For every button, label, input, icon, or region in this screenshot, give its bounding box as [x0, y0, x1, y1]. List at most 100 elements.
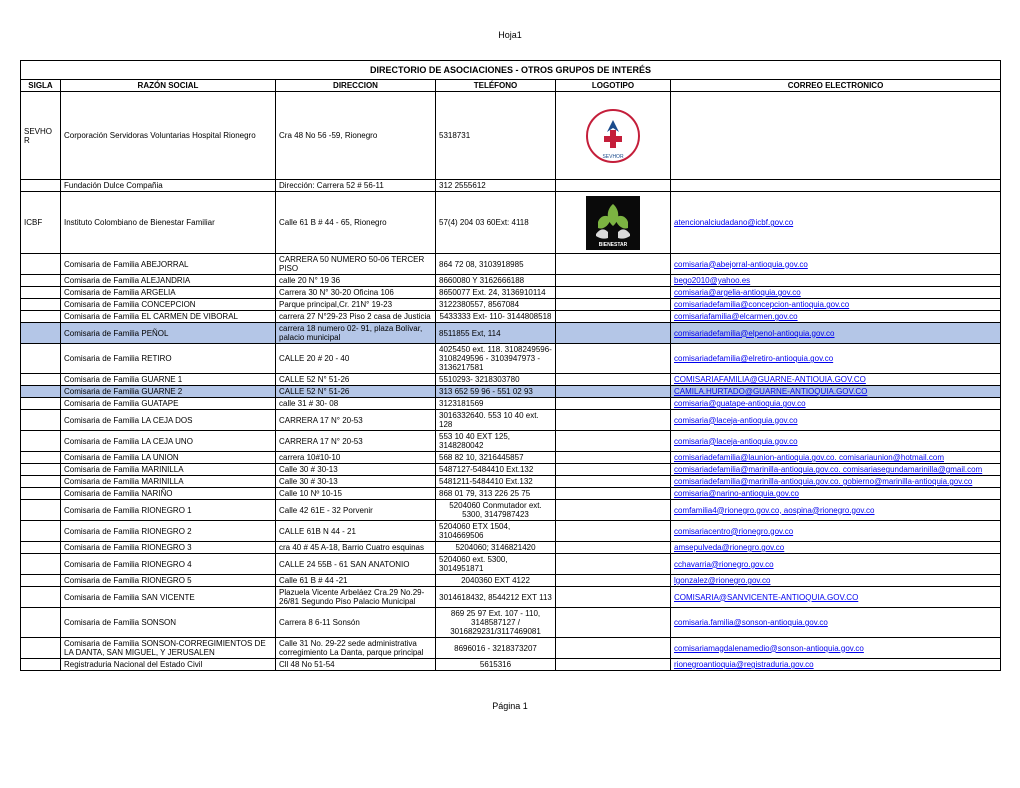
table-title-row: DIRECTORIO DE ASOCIACIONES - OTROS GRUPO…: [21, 61, 1001, 80]
col-logotipo: LOGOTIPO: [556, 80, 671, 92]
cell-logotipo: [556, 344, 671, 374]
cell-logotipo: [556, 488, 671, 500]
cell-email: comisariacentro@rionegro.gov.co: [671, 521, 1001, 542]
cell-email: comfamilia4@rionegro.gov.co, aospina@rio…: [671, 500, 1001, 521]
cell-email: [671, 180, 1001, 192]
email-link[interactable]: comisariacentro@rionegro.gov.co: [674, 527, 793, 536]
table-row: Comisaria de Familia CONCEPCIONParque pr…: [21, 299, 1001, 311]
cell-logotipo: [556, 180, 671, 192]
email-link[interactable]: cchavarria@rionegro.gov.co: [674, 560, 774, 569]
email-link[interactable]: comisariadefamilia@elpenol-antioquia.gov…: [674, 329, 835, 338]
cell-razon: Comisaria de Familia RIONEGRO 1: [61, 500, 276, 521]
cell-razon: Comisaria de Familia PEÑOL: [61, 323, 276, 344]
cell-telefono: 5487127-5484410 Ext.132: [436, 464, 556, 476]
page-header: Hoja1: [20, 30, 1000, 40]
table-row: Comisaria de Familia GUARNE 1CALLE 52 N°…: [21, 374, 1001, 386]
cell-telefono: 5204060 ext. 5300, 3014951871: [436, 554, 556, 575]
table-row: Comisaria de Familia GUARNE 2CALLE 52 N°…: [21, 386, 1001, 398]
email-link[interactable]: COMISARIA@SANVICENTE-ANTIOQUIA.GOV.CO: [674, 593, 858, 602]
email-link[interactable]: amsepulveda@rionegro.gov.co: [674, 543, 784, 552]
email-link[interactable]: comisaria@narino-antioquia.gov.co: [674, 489, 799, 498]
email-link[interactable]: rionegroantioquia@registraduria.gov.co: [674, 660, 814, 669]
email-link[interactable]: lgonzalez@rionegro.gov.co: [674, 576, 770, 585]
cell-razon: Comisaria de Familia RIONEGRO 5: [61, 575, 276, 587]
email-link[interactable]: comisariadefamilia@marinilla-antioquia.g…: [674, 465, 982, 474]
table-row: Comisaria de Familia GUATAPEcalle 31 # 3…: [21, 398, 1001, 410]
cell-direccion: CALLE 52 N° 51-26: [276, 374, 436, 386]
cell-direccion: Plazuela Vicente Arbeláez Cra.29 No.29-2…: [276, 587, 436, 608]
cell-sigla: [21, 311, 61, 323]
cell-logotipo: [556, 500, 671, 521]
cell-direccion: Carrera 30 N° 30-20 Oficina 106: [276, 287, 436, 299]
cell-logotipo: [556, 299, 671, 311]
table-body: SEVHORCorporación Servidoras Voluntarias…: [21, 92, 1001, 671]
cell-razon: Comisaria de Familia MARINILLA: [61, 476, 276, 488]
cell-direccion: CARRERA 50 NUMERO 50-06 TERCER PISO: [276, 254, 436, 275]
cell-telefono: 864 72 08, 3103918985: [436, 254, 556, 275]
email-link[interactable]: comisaria@guatape-antioquia.gov.co: [674, 399, 806, 408]
cell-email: comisaria.familia@sonson-antioquia.gov.c…: [671, 608, 1001, 638]
col-razon: RAZÓN SOCIAL: [61, 80, 276, 92]
sevhor-logo-icon: SEVHOR: [583, 106, 643, 166]
cell-logotipo: [556, 323, 671, 344]
cell-email: comisaria@abejorral-antioquia.gov.co: [671, 254, 1001, 275]
cell-sigla: [21, 374, 61, 386]
cell-razon: Comisaria de Familia EL CARMEN DE VIBORA…: [61, 311, 276, 323]
cell-razon: Comisaria de Familia GUATAPE: [61, 398, 276, 410]
cell-logotipo: [556, 386, 671, 398]
cell-email: comisaria@laceja-antioquia.gov.co: [671, 410, 1001, 431]
cell-telefono: 868 01 79, 313 226 25 75: [436, 488, 556, 500]
cell-sigla: [21, 488, 61, 500]
cell-email: cchavarria@rionegro.gov.co: [671, 554, 1001, 575]
table-header-row: SIGLA RAZÓN SOCIAL DIRECCION TELÉFONO LO…: [21, 80, 1001, 92]
email-link[interactable]: bego2010@yahoo.es: [674, 276, 750, 285]
table-row: ICBFInstituto Colombiano de Bienestar Fa…: [21, 192, 1001, 254]
cell-sigla: [21, 554, 61, 575]
cell-sigla: [21, 398, 61, 410]
cell-sigla: [21, 476, 61, 488]
email-link[interactable]: comfamilia4@rionegro.gov.co, aospina@rio…: [674, 506, 875, 515]
cell-email: atencionalciudadano@icbf.gov.co: [671, 192, 1001, 254]
cell-sigla: [21, 431, 61, 452]
table-row: Comisaria de Familia ALEJANDRIAcalle 20 …: [21, 275, 1001, 287]
email-link[interactable]: comisariafamilia@elcarmen.gov.co: [674, 312, 798, 321]
cell-sigla: [21, 275, 61, 287]
cell-telefono: 5433333 Ext- 110- 3144808518: [436, 311, 556, 323]
email-link[interactable]: comisariadefamilia@concepcion-antioquia.…: [674, 300, 849, 309]
cell-telefono: 553 10 40 EXT 125, 3148280042: [436, 431, 556, 452]
email-link[interactable]: comisariadefamilia@elretiro-antioquia.go…: [674, 354, 833, 363]
email-link[interactable]: comisaria@laceja-antioquia.gov.co: [674, 416, 798, 425]
cell-direccion: Calle 61 B # 44 - 65, Rionegro: [276, 192, 436, 254]
cell-sigla: [21, 323, 61, 344]
email-link[interactable]: comisaria.familia@sonson-antioquia.gov.c…: [674, 618, 828, 627]
email-link[interactable]: comisaria@abejorral-antioquia.gov.co: [674, 260, 808, 269]
email-link[interactable]: comisariadefamilia@launion-antioquia.gov…: [674, 453, 944, 462]
cell-razon: Comisaria de Familia GUARNE 2: [61, 386, 276, 398]
col-telefono: TELÉFONO: [436, 80, 556, 92]
email-link[interactable]: atencionalciudadano@icbf.gov.co: [674, 218, 793, 227]
cell-direccion: Cll 48 No 51-54: [276, 659, 436, 671]
cell-email: comisaria@argelia-antioquia.gov.co: [671, 287, 1001, 299]
cell-razon: Comisaria de Familia ALEJANDRIA: [61, 275, 276, 287]
email-link[interactable]: COMISARIAFAMILIA@GUARNE-ANTIOUIA.GOV.CO: [674, 375, 866, 384]
email-link[interactable]: CAMILA.HURTADO@GUARNE-ANTIOQUIA.GOV.CO: [674, 387, 867, 396]
table-row: Comisaria de Familia RIONEGRO 1Calle 42 …: [21, 500, 1001, 521]
cell-direccion: CARRERA 17 N° 20-53: [276, 410, 436, 431]
cell-sigla: [21, 386, 61, 398]
cell-sigla: [21, 410, 61, 431]
cell-sigla: [21, 452, 61, 464]
cell-email: comisaria@narino-antioquia.gov.co: [671, 488, 1001, 500]
email-link[interactable]: comisaria@laceja-antioquia.gov.co: [674, 437, 798, 446]
cell-email: comisariadefamilia@marinilla-antioquia.g…: [671, 476, 1001, 488]
cell-logotipo: [556, 410, 671, 431]
email-link[interactable]: comisariamagdalenamedio@sonson-antioquia…: [674, 644, 864, 653]
cell-telefono: 5204060 ETX 1504, 3104669506: [436, 521, 556, 542]
cell-telefono: 2040360 EXT 4122: [436, 575, 556, 587]
cell-razon: Comisaria de Familia NARIÑO: [61, 488, 276, 500]
cell-direccion: Calle 42 61E - 32 Porvenir: [276, 500, 436, 521]
email-link[interactable]: comisaria@argelia-antioquia.gov.co: [674, 288, 801, 297]
cell-logotipo: [556, 554, 671, 575]
cell-telefono: 3122380557, 8567084: [436, 299, 556, 311]
email-link[interactable]: comisariadefamilia@marinilla-antioquia.g…: [674, 477, 972, 486]
cell-sigla: [21, 542, 61, 554]
